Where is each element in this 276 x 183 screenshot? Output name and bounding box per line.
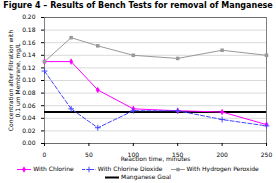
html-text:With Chlorine Dioxide: With Chlorine Dioxide bbox=[97, 165, 163, 172]
html-text:With Chlorine: With Chlorine bbox=[33, 165, 74, 172]
svg-text:Concentration after Filtration: Concentration after Filtration with0.1 u… bbox=[7, 30, 22, 132]
svg-text:50: 50 bbox=[85, 151, 93, 158]
html-text:With Hydrogen Peroxide: With Hydrogen Peroxide bbox=[186, 165, 259, 172]
svg-text:0: 0 bbox=[43, 151, 47, 158]
html-text:Figure 4 – Results of Bench Te: Figure 4 – Results of Bench Tests for re… bbox=[3, 1, 273, 10]
svg-text:0.08: 0.08 bbox=[22, 89, 36, 96]
svg-text:Reaction time, minutes: Reaction time, minutes bbox=[121, 155, 191, 162]
svg-text:0.14: 0.14 bbox=[22, 51, 36, 58]
svg-text:0.16: 0.16 bbox=[22, 39, 36, 46]
svg-text:200: 200 bbox=[216, 151, 228, 158]
svg-text:0.06: 0.06 bbox=[22, 102, 36, 109]
svg-text:0.12: 0.12 bbox=[22, 64, 36, 71]
html-text:Manganese Goal: Manganese Goal bbox=[121, 173, 171, 180]
svg-text:0.04: 0.04 bbox=[22, 114, 36, 121]
svg-text:0.18: 0.18 bbox=[22, 26, 36, 33]
svg-text:0.20: 0.20 bbox=[22, 13, 36, 20]
svg-text:0.10: 0.10 bbox=[22, 76, 36, 83]
svg-text:0.00: 0.00 bbox=[22, 139, 36, 146]
svg-text:250: 250 bbox=[261, 151, 273, 158]
svg-text:0.02: 0.02 bbox=[22, 127, 36, 134]
